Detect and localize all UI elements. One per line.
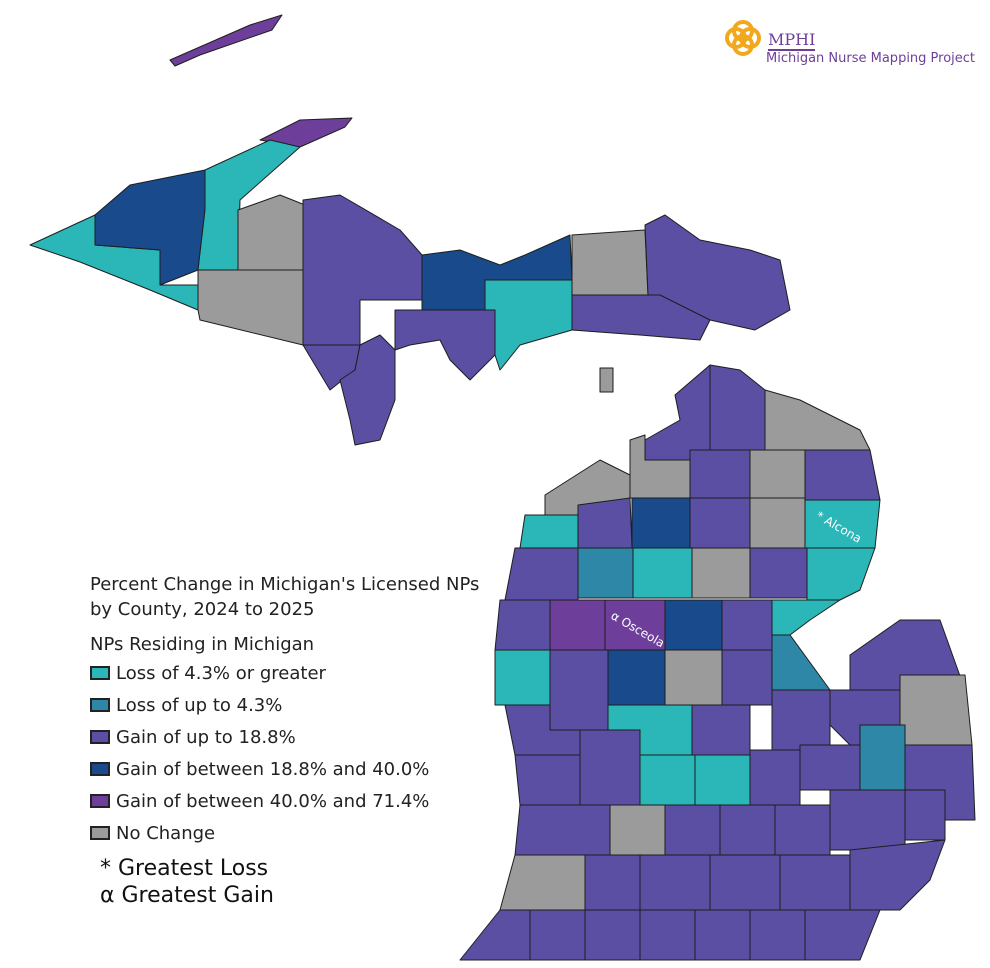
county [719,804,776,856]
county [197,269,304,346]
county [514,754,581,806]
logo-subtitle: Michigan Nurse Mapping Project [766,51,976,66]
county [579,729,641,806]
legend-title: Percent Change in Michigan's Licensed NP… [90,574,480,620]
county [721,599,773,651]
county [584,854,641,911]
county [639,909,696,961]
county [771,689,831,751]
county [339,334,396,446]
county [804,449,881,501]
note: α Greatest Gain [100,883,274,908]
logo-title: MPHI [768,30,816,51]
county [631,497,691,549]
county [899,674,973,746]
legend-item: No Change [90,817,480,849]
legend-swatch [90,794,110,808]
county [694,909,751,961]
county [529,909,586,961]
county [632,547,693,599]
county [169,14,283,67]
county [709,364,766,451]
county [494,649,551,706]
county [749,547,808,599]
legend-items: Loss of 4.3% or greater Loss of up to 4.3… [90,657,480,849]
county [806,547,876,601]
county [691,704,751,756]
county [499,854,586,911]
county [639,854,711,911]
note: * Greatest Loss [100,856,269,881]
legend-swatch [90,666,110,680]
county [859,724,906,791]
county [519,514,579,549]
county [549,599,606,651]
legend-subtitle: NPs Residing in Michigan [90,634,315,655]
county [799,744,861,791]
legend-item: Gain of between 18.8% and 40.0% [90,753,480,785]
county [644,364,711,461]
county [749,749,801,806]
county [691,547,751,599]
county [749,497,806,549]
county [514,804,611,856]
county [394,309,496,381]
county [639,754,696,806]
county [571,229,649,296]
county [607,649,666,706]
county [584,909,641,961]
legend-label: Gain of up to 18.8% [116,726,296,748]
county [764,389,871,451]
county [664,599,723,651]
county [689,449,751,499]
legend-item: Gain of up to 18.8% [90,721,480,753]
county [549,649,609,731]
county [609,804,666,856]
legend-label: No Change [116,822,216,844]
county [779,854,851,911]
legend-swatch [90,730,110,744]
county [774,804,831,856]
county [571,294,711,341]
logo-icon [725,20,761,56]
legend-item: Gain of between 40.0% and 71.4% [90,785,480,817]
legend-label: Gain of between 40.0% and 71.4% [116,790,430,812]
county [599,367,614,393]
county [749,449,806,499]
legend-label: Loss of up to 4.3% [116,694,283,716]
county [749,909,806,961]
county [664,649,723,706]
county [849,839,946,911]
county [904,789,946,841]
legend-label: Loss of 4.3% or greater [116,662,326,684]
county [664,804,721,856]
county [709,854,781,911]
legend-label: Gain of between 18.8% and 40.0% [116,758,430,780]
county [694,754,751,806]
legend-swatch [90,826,110,840]
legend-swatch [90,762,110,776]
county [421,234,573,311]
county [577,547,634,599]
county [721,649,773,706]
county [484,279,573,371]
legend-item: Loss of up to 4.3% [90,689,480,721]
county [494,599,551,651]
county [689,497,751,549]
county [577,497,633,549]
legend-item: Loss of 4.3% or greater [90,657,480,689]
county [804,909,881,961]
county [829,789,906,851]
legend: Percent Change in Michigan's Licensed NP… [90,572,480,909]
county [771,599,841,636]
county [459,909,531,961]
county [237,194,306,271]
legend-swatch [90,698,110,712]
county [504,547,579,601]
